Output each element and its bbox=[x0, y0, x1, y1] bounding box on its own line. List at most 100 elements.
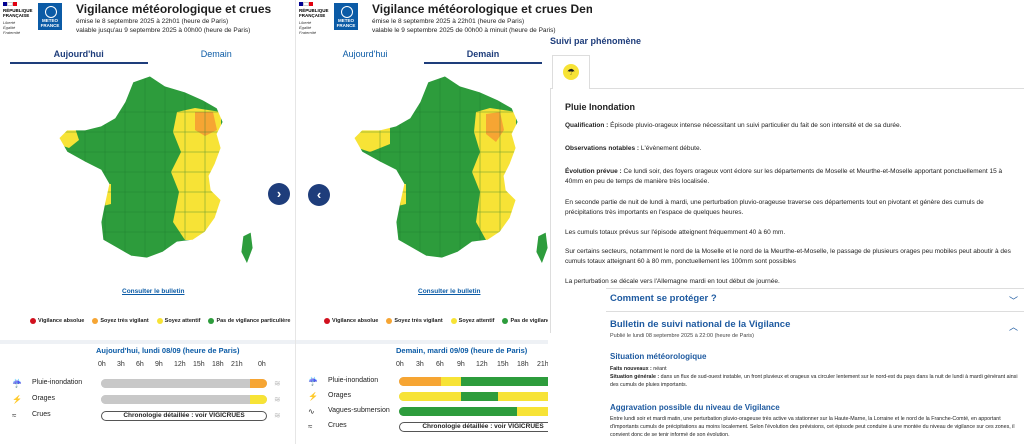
flag-icon bbox=[299, 2, 313, 6]
observations: Observations notables : L'évènement débu… bbox=[565, 145, 702, 152]
flag-icon bbox=[3, 2, 17, 6]
vigilance-today-panel: RÉPUBLIQUE FRANÇAISE Liberté Égalité Frate… bbox=[0, 0, 295, 444]
vigicrues-link[interactable]: Chronologie détaillée : voir VIGICRUES bbox=[101, 411, 267, 421]
evolution: Évolution prévue : Ce lundi soir, des fo… bbox=[565, 168, 1003, 185]
row-pluie-inondation[interactable]: ☔ Pluie-inondation ≋ bbox=[12, 379, 281, 388]
map-orange-zone bbox=[195, 112, 217, 136]
faits-nouveaux: Faits nouveaux : néant bbox=[610, 366, 667, 372]
map-east-yellow-zone bbox=[472, 108, 516, 240]
paragraph: La perturbation se décale vers l'Allemag… bbox=[565, 278, 780, 285]
chevron-down-icon[interactable]: ﹀ bbox=[1008, 296, 1018, 306]
timeline-today: Aujourd'hui, lundi 08/09 (heure de Paris… bbox=[0, 340, 295, 444]
legend-item: Soyez attentif bbox=[156, 318, 200, 324]
timeline-segment bbox=[250, 379, 267, 388]
page-title: Vigilance météorologique et crues bbox=[76, 2, 272, 16]
previous-day-arrow[interactable]: ‹ bbox=[308, 184, 330, 206]
rain-flood-icon: ☔ bbox=[308, 377, 318, 386]
map-southwest-yellow-zone bbox=[396, 184, 406, 206]
republique-francaise-logo: RÉPUBLIQUE FRANÇAISE Liberté Égalité Frate… bbox=[3, 2, 37, 35]
sound-off-icon[interactable]: ≋ bbox=[274, 379, 281, 388]
timeline-bar[interactable] bbox=[399, 407, 567, 416]
map-green-zone bbox=[354, 76, 518, 258]
legend-item: Soyez très vigilant bbox=[92, 318, 149, 324]
accordion-bulletin-suivi: Bulletin de suivi national de la Vigilan… bbox=[606, 311, 1024, 444]
wave-icon: ∿ bbox=[308, 407, 315, 416]
legend-item: Pas de vigilance particulière bbox=[208, 318, 290, 324]
paragraph: En seconde partie de nuit de lundi à mar… bbox=[565, 199, 984, 216]
timeline-segment bbox=[399, 407, 517, 416]
emission-date: émise le 8 septembre 2025 à 22h01 (heure… bbox=[372, 18, 525, 25]
timeline-segment bbox=[461, 377, 567, 386]
legend-item: Pas de vigilance particulière bbox=[502, 318, 584, 324]
tab-tomorrow[interactable]: Demain bbox=[200, 49, 232, 59]
timeline-title: Demain, mardi 09/09 (heure de Paris) bbox=[396, 346, 528, 355]
situation-title: Situation météorologique bbox=[610, 352, 707, 361]
paragraph: Sur certains secteurs, notamment le nord… bbox=[565, 248, 1011, 265]
vigicrues-link[interactable]: Chronologie détaillée : voir VIGICRUES bbox=[399, 422, 567, 432]
aggravation-title: Aggravation possible du niveau de Vigila… bbox=[610, 403, 780, 412]
row-orages[interactable]: ⚡ Orages ≋ bbox=[12, 395, 281, 404]
map-corsica bbox=[535, 231, 549, 265]
legend-item: Soyez très vigilant bbox=[386, 318, 443, 324]
accordion-proteger[interactable]: Comment se protéger ? ﹀ bbox=[606, 288, 1024, 310]
tab-today[interactable]: Aujourd'hui bbox=[10, 44, 148, 64]
tab-pluie-inondation[interactable]: ☂ bbox=[552, 55, 590, 89]
legend: Vigilance absolue Soyez très vigilant So… bbox=[30, 318, 290, 324]
accordion-title[interactable]: Bulletin de suivi national de la Vigilan… bbox=[610, 319, 791, 330]
timeline-segment bbox=[399, 377, 441, 386]
timeline-bar[interactable] bbox=[101, 379, 267, 388]
meteo-france-logo[interactable]: METEO FRANCE bbox=[334, 3, 358, 30]
waves-icon: ≈ bbox=[308, 422, 313, 431]
phenomenon-card: Pluie Inondation Qualification : Épisode… bbox=[550, 89, 1024, 333]
paragraph: Les cumuls totaux prévus sur l'épisode a… bbox=[565, 229, 786, 236]
aggravation-text: Entre lundi soir et mardi matin, une per… bbox=[610, 416, 1015, 438]
lightning-icon: ⚡ bbox=[12, 395, 22, 404]
meteo-france-logo[interactable]: METEO FRANCE bbox=[38, 3, 62, 30]
france-vigilance-map[interactable] bbox=[340, 72, 570, 277]
next-day-arrow[interactable]: › bbox=[268, 183, 290, 205]
legend-item: Vigilance absolue bbox=[30, 318, 84, 324]
header: RÉPUBLIQUE FRANÇAISE Liberté Égalité Frate… bbox=[0, 0, 295, 38]
suivi-phenomene-panel: Suivi par phénomène ☂ Pluie Inondation Q… bbox=[548, 36, 1024, 444]
rain-flood-icon: ☔ bbox=[12, 379, 22, 388]
vigilance-tomorrow-panel: RÉPUBLIQUE FRANÇAISE Liberté Égalité Frate… bbox=[296, 0, 592, 444]
timeline-title: Aujourd'hui, lundi 08/09 (heure de Paris… bbox=[96, 346, 240, 355]
timeline-tomorrow: Demain, mardi 09/09 (heure de Paris) 0h 3… bbox=[296, 340, 592, 444]
waves-icon: ≈ bbox=[12, 411, 17, 420]
legend-item: Soyez attentif bbox=[450, 318, 494, 324]
situation-generale: Situation générale : dans un flux de sud… bbox=[610, 374, 1018, 388]
tab-tomorrow[interactable]: Demain bbox=[424, 44, 542, 64]
map-green-zone bbox=[59, 76, 223, 258]
day-tabs: Aujourd'hui Demain bbox=[10, 44, 285, 64]
accordion-title: Comment se protéger ? bbox=[610, 293, 717, 304]
timeline-segment bbox=[498, 392, 567, 401]
bulletin-link[interactable]: Consulter le bulletin bbox=[418, 288, 481, 295]
sound-off-icon[interactable]: ≋ bbox=[274, 411, 281, 420]
map-corsica bbox=[240, 231, 254, 265]
validity-date: valable le 9 septembre 2025 de 00h00 à m… bbox=[372, 27, 556, 34]
phenomenon-tabs: ☂ bbox=[550, 51, 1024, 89]
timeline-bar[interactable] bbox=[399, 392, 567, 401]
section-title: Suivi par phénomène bbox=[550, 36, 642, 46]
map-southwest-yellow-zone bbox=[101, 184, 111, 206]
map-orange-zone bbox=[486, 112, 504, 142]
timeline-bar[interactable] bbox=[399, 377, 567, 386]
chevron-up-icon[interactable]: ︿ bbox=[1008, 322, 1018, 332]
phenomenon-heading: Pluie Inondation bbox=[565, 102, 635, 112]
map-east-yellow-zone bbox=[171, 108, 221, 240]
timeline-bar[interactable] bbox=[101, 395, 267, 404]
sound-off-icon[interactable]: ≋ bbox=[274, 395, 281, 404]
page-title: Vigilance météorologique et crues Demain bbox=[372, 2, 592, 16]
timeline-segment bbox=[250, 395, 267, 404]
bulletin-link[interactable]: Consulter le bulletin bbox=[122, 288, 185, 295]
france-vigilance-map[interactable] bbox=[45, 72, 275, 277]
tab-today[interactable]: Aujourd'hui bbox=[342, 49, 388, 59]
published-date: Publié le lundi 08 septembre 2025 à 22:0… bbox=[610, 333, 755, 339]
row-crues[interactable]: ≈ Crues Chronologie détaillée : voir VIG… bbox=[12, 411, 281, 421]
day-tabs: Aujourd'hui Demain bbox=[306, 44, 542, 64]
emission-date: émise le 8 septembre 2025 à 22h01 (heure… bbox=[76, 18, 229, 25]
republique-francaise-logo: RÉPUBLIQUE FRANÇAISE Liberté Égalité Frate… bbox=[299, 2, 333, 35]
header: RÉPUBLIQUE FRANÇAISE Liberté Égalité Frate… bbox=[296, 0, 592, 38]
timeline-segment bbox=[399, 392, 462, 401]
legend-item: Vigilance absolue bbox=[324, 318, 378, 324]
